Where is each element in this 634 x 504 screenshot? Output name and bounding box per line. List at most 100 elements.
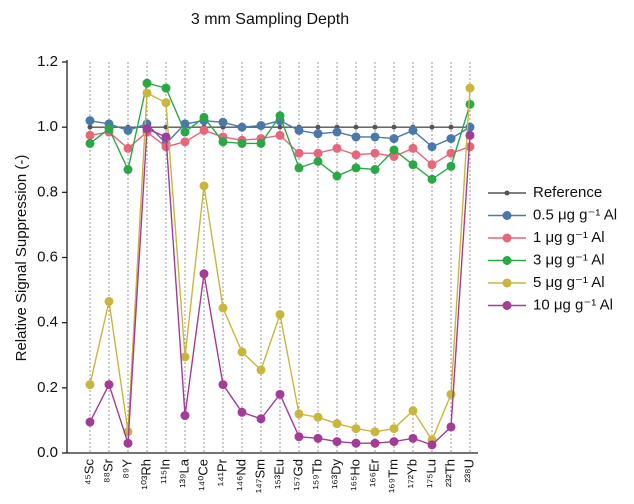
data-point	[351, 150, 361, 160]
legend-label: 5 μg g⁻¹ Al	[533, 274, 605, 291]
x-tick-label: ²³⁸U	[461, 459, 476, 483]
data-point	[294, 148, 304, 158]
x-tick-label: ¹⁴⁶Nd	[233, 459, 248, 491]
data-point	[218, 117, 228, 127]
data-point	[237, 138, 247, 148]
legend-marker	[502, 256, 512, 265]
legend-label: 10 μg g⁻¹ Al	[533, 296, 613, 313]
data-point	[408, 125, 418, 135]
data-point	[161, 83, 171, 93]
x-tick-label: ¹⁵³Eu	[271, 459, 286, 489]
data-point	[315, 124, 321, 130]
data-point	[180, 137, 190, 147]
data-point	[391, 124, 397, 130]
x-tick-label: ⁸⁹Y	[119, 459, 134, 479]
data-point	[389, 145, 399, 155]
data-point	[332, 419, 342, 429]
data-point	[123, 438, 133, 448]
data-point	[161, 98, 171, 108]
data-point	[104, 380, 114, 390]
data-point	[123, 165, 133, 175]
x-tick-label: ¹⁶⁶Er	[366, 458, 381, 487]
data-point	[180, 352, 190, 362]
data-point	[465, 83, 475, 93]
legend-marker	[502, 233, 512, 243]
x-tick-label: ¹⁶⁹Tm	[385, 459, 400, 493]
legend-label: 0.5 μg g⁻¹ Al	[533, 206, 617, 223]
data-point	[199, 112, 209, 122]
data-point	[389, 437, 399, 447]
data-point	[313, 148, 323, 158]
x-tick-label: ¹⁴⁷Sm	[252, 459, 267, 493]
data-point	[427, 174, 437, 184]
legend-marker	[502, 278, 512, 288]
data-point	[87, 124, 93, 130]
data-point	[351, 424, 361, 434]
data-point	[313, 156, 323, 166]
data-point	[85, 138, 95, 148]
legend-label: Reference	[533, 184, 602, 201]
data-point	[256, 365, 266, 375]
legend-marker	[502, 211, 512, 220]
data-point	[313, 129, 323, 139]
x-tick-label: ²³²Th	[442, 459, 457, 487]
data-point	[353, 124, 359, 130]
data-point	[332, 171, 342, 181]
data-point	[446, 161, 456, 171]
data-point	[313, 433, 323, 443]
data-point	[408, 406, 418, 416]
data-point	[199, 125, 209, 135]
legend-marker	[502, 301, 512, 310]
data-point	[275, 130, 285, 140]
data-point	[389, 151, 399, 161]
y-tick-label: 0.8	[37, 183, 58, 200]
x-tick-label: ⁸⁸Sr	[100, 458, 115, 483]
data-point	[180, 411, 190, 421]
data-point	[429, 124, 435, 130]
data-point	[370, 165, 380, 175]
data-point	[104, 124, 114, 134]
x-tick-label: ¹⁴⁰Ce	[195, 459, 210, 491]
data-point	[332, 127, 342, 137]
data-point	[256, 414, 266, 424]
legend-label: 1 μg g⁻¹ Al	[533, 229, 605, 246]
data-point	[408, 433, 418, 443]
data-point	[370, 148, 380, 158]
data-point	[465, 99, 475, 109]
x-tick-label: ¹⁶⁵Ho	[347, 459, 362, 491]
y-tick-label: 0.0	[37, 444, 58, 461]
data-point	[142, 88, 152, 98]
data-point	[85, 116, 95, 126]
data-point	[123, 143, 133, 153]
data-point	[218, 380, 228, 390]
legend-label: 3 μg g⁻¹ Al	[533, 251, 605, 268]
data-point	[161, 132, 171, 142]
data-point	[256, 121, 266, 131]
y-axis-label: Relative Signal Suppression (-)	[13, 155, 30, 362]
data-point	[85, 417, 95, 427]
data-point	[218, 303, 228, 313]
data-point	[237, 407, 247, 417]
y-tick-label: 1.0	[37, 118, 58, 135]
data-point	[389, 424, 399, 434]
y-tick-label: 0.4	[37, 314, 58, 331]
data-point	[294, 432, 304, 442]
data-point	[85, 130, 95, 140]
x-tick-label: ¹⁷⁵Lu	[423, 459, 438, 488]
legend-marker	[504, 190, 510, 196]
x-tick-label: ¹⁶³Dy	[328, 459, 343, 489]
x-tick-label: ¹⁵⁷Gd	[290, 459, 305, 491]
data-point	[446, 148, 456, 158]
data-point	[465, 142, 475, 152]
x-tick-label: ¹⁴¹Pr	[214, 458, 229, 486]
data-point	[294, 409, 304, 419]
data-point	[313, 412, 323, 422]
x-tick-label: ¹³⁹La	[176, 458, 191, 487]
data-point	[448, 124, 454, 130]
data-point	[332, 437, 342, 447]
x-tick-label: ⁴⁵Sc	[81, 459, 96, 486]
y-tick-label: 0.6	[37, 248, 58, 265]
data-point	[351, 132, 361, 142]
data-point	[446, 422, 456, 432]
